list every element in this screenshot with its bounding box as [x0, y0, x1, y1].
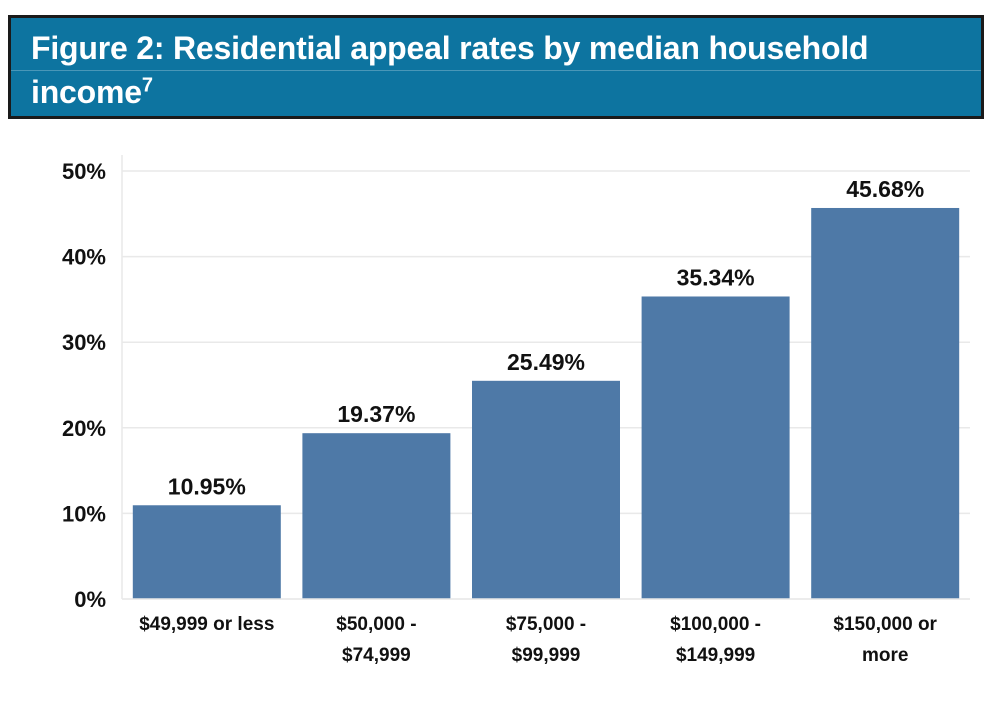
- data-label: 25.49%: [507, 349, 585, 375]
- data-label: 35.34%: [677, 264, 755, 290]
- y-tick-label: 30%: [62, 330, 106, 355]
- x-tick-label: $100,000 -: [670, 614, 761, 635]
- y-tick-label: 50%: [62, 159, 106, 184]
- title-divider: [11, 70, 981, 71]
- y-tick-label: 10%: [62, 501, 106, 526]
- data-label: 10.95%: [168, 473, 246, 499]
- x-tick-label: $75,000 -: [506, 614, 586, 635]
- footnote-marker: 7: [141, 74, 153, 97]
- data-label: 45.68%: [846, 176, 924, 202]
- y-tick-label: 40%: [62, 245, 106, 270]
- x-tick-label: $149,999: [676, 645, 755, 666]
- y-tick-label: 0%: [74, 587, 106, 612]
- bar: [302, 433, 451, 599]
- x-tick-label: $50,000 -: [336, 614, 416, 635]
- x-tick-label: $150,000 or: [833, 614, 937, 635]
- y-tick-label: 20%: [62, 416, 106, 441]
- bar: [132, 505, 281, 599]
- figure-title-text: Figure 2: Residential appeal rates by me…: [31, 30, 869, 110]
- x-tick-label: $99,999: [512, 645, 581, 666]
- bar-chart: 0% 10% 20% 30% 40% 50% 10.95% $49,999 or less 19…: [62, 155, 970, 666]
- x-tick-label: more: [862, 645, 908, 666]
- bar: [641, 296, 790, 599]
- figure-title-banner: Figure 2: Residential appeal rates by me…: [8, 15, 984, 119]
- bar: [811, 207, 960, 600]
- x-tick-label: $49,999 or less: [139, 614, 274, 635]
- data-label: 19.37%: [337, 401, 415, 427]
- bar: [472, 380, 620, 599]
- x-tick-label: $74,999: [342, 645, 411, 666]
- figure-title: Figure 2: Residential appeal rates by me…: [31, 26, 961, 114]
